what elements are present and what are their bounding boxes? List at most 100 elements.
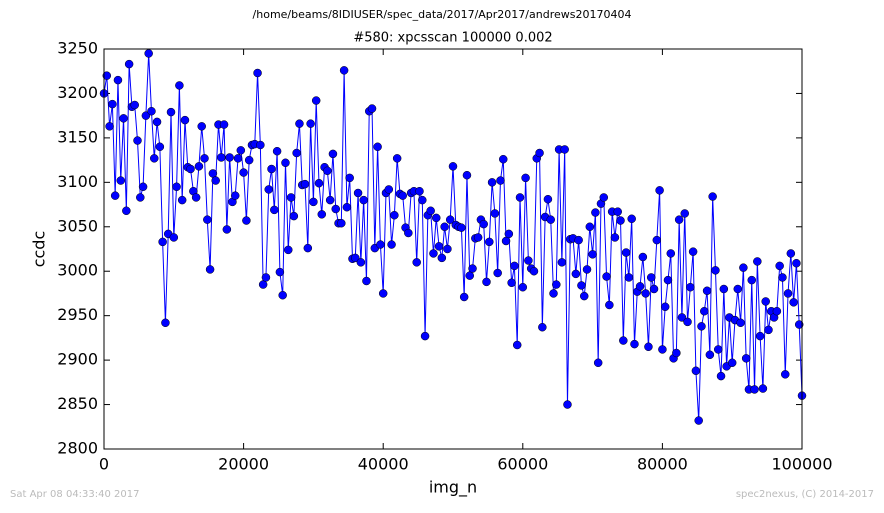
data-point [418, 195, 427, 205]
data-point [230, 191, 240, 200]
data-point [124, 59, 134, 69]
data-point [172, 182, 181, 192]
data-point [588, 250, 597, 259]
data-point [473, 233, 483, 242]
data-point [261, 273, 271, 282]
data-point [253, 68, 262, 78]
data-point [161, 318, 170, 328]
data-point [175, 81, 184, 90]
data-point [733, 284, 743, 294]
data-point [602, 272, 611, 281]
data-point [219, 120, 229, 129]
data-point [591, 208, 600, 217]
suptitle: /home/beams/8IDIUSER/spec_data/2017/Apr2… [253, 8, 632, 21]
x-tick-label: 0 [99, 455, 109, 474]
data-point [191, 193, 201, 202]
data-point [780, 370, 790, 379]
data-point [431, 213, 441, 223]
data-point [487, 178, 497, 187]
data-point [646, 273, 656, 282]
data-point [649, 284, 659, 294]
data-point [155, 142, 165, 152]
data-point [755, 331, 765, 341]
data-point [420, 331, 430, 341]
data-point [281, 158, 290, 168]
data-point [194, 162, 204, 171]
data-point [152, 117, 162, 127]
data-point [686, 282, 695, 292]
data-point [549, 289, 558, 298]
data-point [691, 366, 701, 376]
data-point [264, 185, 273, 194]
data-point [719, 284, 729, 294]
data-point [437, 253, 447, 263]
data-point [688, 247, 698, 256]
data-point [434, 242, 444, 251]
data-point [624, 273, 634, 282]
data-point [482, 277, 491, 287]
data-point [415, 186, 424, 196]
x-tick-label: 80000 [637, 455, 688, 474]
data-point [546, 215, 555, 224]
data-point [339, 66, 349, 75]
data-point [270, 205, 279, 215]
data-point [772, 306, 782, 316]
data-point [429, 249, 438, 258]
data-point [387, 240, 396, 249]
data-point [323, 166, 332, 176]
y-tick-label: 2950 [57, 305, 98, 324]
data-point [317, 210, 327, 219]
data-point [378, 289, 388, 298]
data-point [272, 146, 282, 156]
data-point [705, 350, 715, 360]
data-point [630, 339, 639, 349]
data-point [778, 273, 787, 282]
data-point [479, 219, 488, 229]
data-point [727, 358, 737, 368]
data-point [459, 292, 469, 302]
data-point [764, 325, 773, 335]
data-point [236, 146, 246, 155]
data-point [233, 154, 243, 163]
data-point [518, 282, 528, 292]
data-point [342, 202, 352, 212]
data-point [560, 145, 569, 154]
data-point [130, 100, 139, 110]
y-tick-label: 3200 [57, 83, 98, 102]
data-point [404, 228, 413, 238]
data-point [750, 385, 759, 394]
data-point [666, 249, 676, 258]
data-point [300, 179, 310, 189]
data-point [579, 291, 589, 301]
data-point [110, 191, 120, 200]
data-point [289, 211, 299, 221]
data-point [708, 192, 717, 201]
data-point [200, 154, 209, 163]
data-point [359, 195, 368, 205]
x-tick-label: 20000 [218, 455, 269, 474]
data-point [753, 257, 762, 266]
data-point [786, 249, 796, 258]
data-point [208, 169, 218, 178]
data-point [501, 236, 511, 246]
data-point [203, 215, 212, 224]
data-point [141, 111, 151, 120]
data-point [571, 269, 581, 279]
data-point [510, 261, 519, 271]
x-axis-label: img_n [429, 478, 477, 498]
data-point [700, 306, 709, 316]
data-point [758, 384, 768, 393]
data-point [496, 176, 505, 185]
data-point [658, 345, 667, 354]
data-point [552, 280, 561, 289]
data-point [593, 358, 603, 368]
data-point [150, 154, 159, 163]
data-point [166, 107, 176, 117]
data-point [105, 122, 114, 131]
data-point [362, 276, 371, 286]
data-point [674, 215, 684, 224]
data-point [337, 218, 346, 228]
data-point [440, 222, 449, 232]
y-tick-label: 3250 [57, 39, 98, 58]
